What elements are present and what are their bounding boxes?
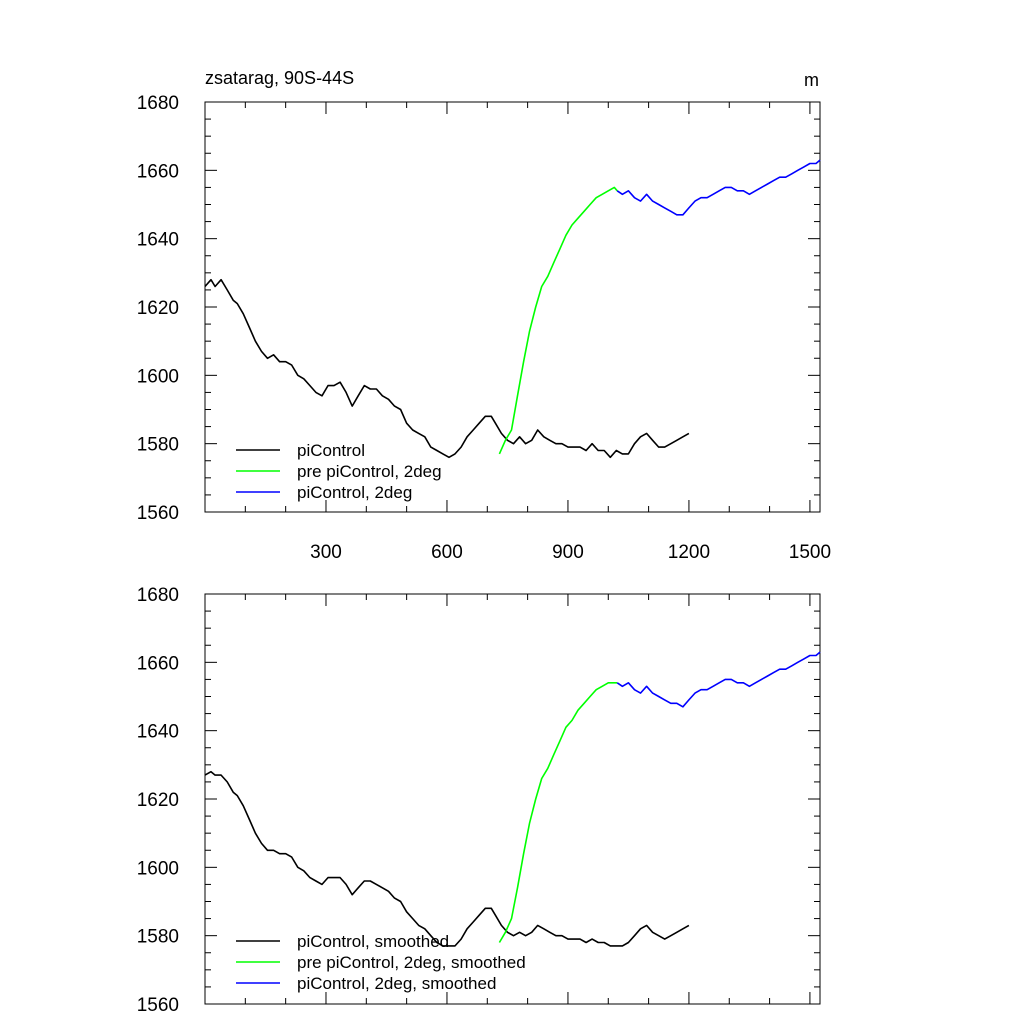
bottom-panel: 1560 1580 1600 1620 1640 1660 1680 piControl, … — [137, 585, 821, 1016]
series-line — [204, 278, 690, 459]
x-axis — [244, 594, 811, 1004]
y-tick-label: 1580 — [137, 927, 179, 948]
y-tick-label: 1620 — [137, 298, 179, 319]
x-tick-label: 300 — [310, 542, 342, 563]
y-tick-label: 1560 — [137, 995, 179, 1016]
y-tick-label: 1640 — [137, 230, 179, 251]
legend-label: pre piControl, 2deg — [297, 462, 442, 481]
x-tick-label: 600 — [431, 542, 463, 563]
y-tick-label: 1660 — [137, 653, 179, 674]
x-tick-label: 900 — [552, 542, 584, 563]
x-axis: 300 600 900 1200 1500 — [244, 102, 831, 563]
legend: piControl pre piControl, 2deg piControl, 2… — [236, 441, 442, 502]
y-axis: 1560 1580 1600 1620 1640 1660 1680 — [137, 93, 820, 524]
legend-label: piControl, 2deg, smoothed — [297, 974, 496, 993]
series-line — [204, 770, 690, 947]
series-line — [616, 159, 821, 216]
y-tick-label: 1640 — [137, 722, 179, 743]
legend-label: piControl, 2deg — [297, 483, 412, 502]
y-tick-label: 1680 — [137, 93, 179, 114]
top-panel: zsatarag, 90S-44S m 300 600 900 1200 1500 15… — [137, 68, 831, 563]
y-axis: 1560 1580 1600 1620 1640 1660 1680 — [137, 585, 820, 1016]
y-tick-label: 1600 — [137, 858, 179, 879]
y-tick-label: 1600 — [137, 366, 179, 387]
x-tick-label: 1500 — [789, 542, 831, 563]
legend-label: pre piControl, 2deg, smoothed — [297, 953, 526, 972]
y-tick-label: 1560 — [137, 503, 179, 524]
y-tick-label: 1680 — [137, 585, 179, 606]
legend-label: piControl, smoothed — [297, 932, 449, 951]
chart-title: zsatarag, 90S-44S — [205, 68, 354, 88]
y-tick-label: 1660 — [137, 161, 179, 182]
series-line — [498, 186, 618, 455]
y-tick-label: 1620 — [137, 790, 179, 811]
legend: piControl, smoothed pre piControl, 2deg, … — [236, 932, 526, 993]
x-tick-label: 1200 — [668, 542, 710, 563]
y-tick-label: 1580 — [137, 435, 179, 456]
legend-label: piControl — [297, 441, 365, 460]
series-line — [616, 651, 821, 708]
series-group — [204, 651, 821, 947]
series-line — [498, 681, 618, 943]
series-group — [204, 159, 821, 459]
units-label: m — [804, 70, 819, 90]
